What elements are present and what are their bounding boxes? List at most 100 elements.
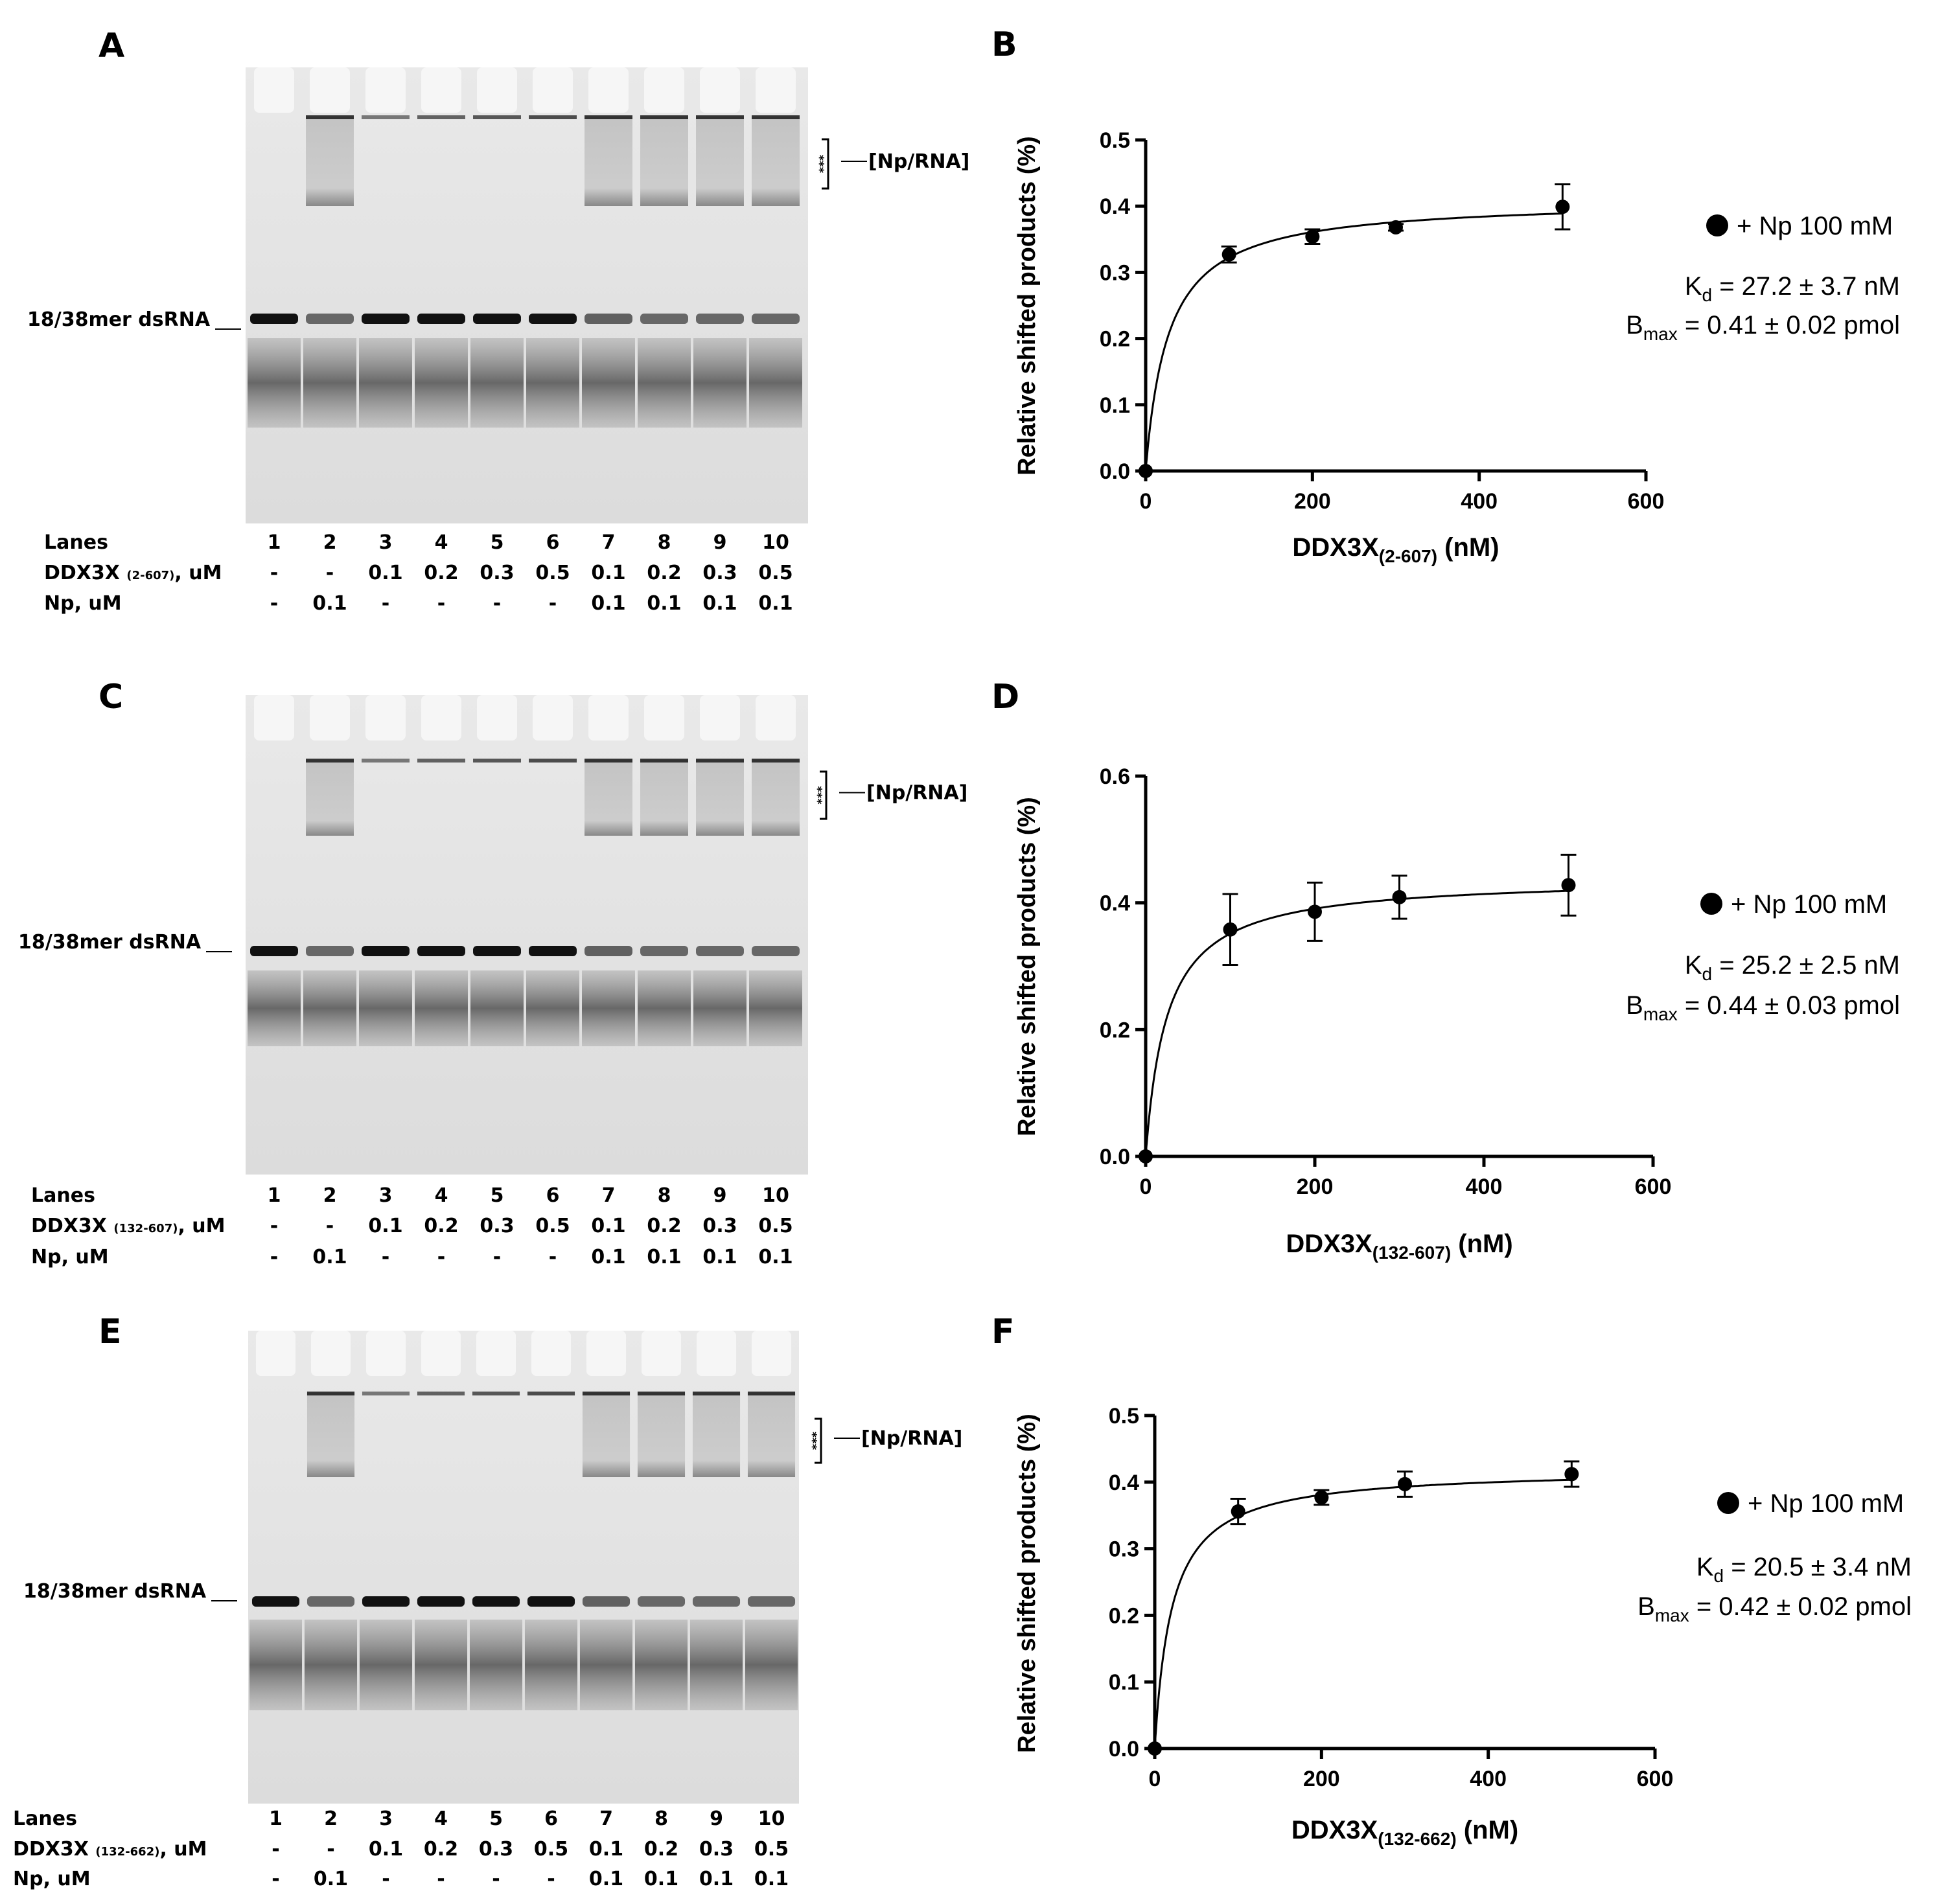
lower-smear (745, 1620, 798, 1710)
panel-label: B (991, 25, 1017, 64)
lower-smear (638, 338, 691, 428)
x-tick-label: 200 (1303, 1767, 1340, 1791)
lanes-row-label: Lanes (13, 1807, 77, 1830)
ddx-value: - (270, 562, 278, 584)
ddx-value: 0.1 (591, 1215, 625, 1237)
ddx-value: 0.1 (368, 1215, 402, 1237)
lower-smear (359, 970, 412, 1046)
free-rna-band (585, 314, 632, 324)
stars-label: *** (811, 786, 824, 805)
lane-number: 5 (491, 531, 504, 554)
legend-label: + Np 100 mM (1731, 890, 1887, 919)
gel-well (476, 1331, 516, 1376)
gel-well (588, 695, 629, 740)
ddx-value: 0.1 (589, 1838, 623, 1861)
lane-number: 9 (710, 1807, 723, 1830)
gel-well (533, 695, 573, 740)
well-band (752, 115, 800, 119)
data-point (1392, 889, 1407, 904)
np-value: - (437, 592, 445, 615)
complex-band (640, 760, 688, 836)
free-rna-band (640, 946, 688, 956)
ddx-value: 0.3 (480, 562, 514, 584)
kd-annotation: Kd = 20.5 ± 3.4 nM (1696, 1553, 1912, 1586)
gel-well (365, 67, 406, 113)
gel-well (421, 1331, 461, 1376)
legend-marker (1717, 1492, 1739, 1514)
complex-band (306, 117, 354, 206)
np-value: 0.1 (589, 1868, 623, 1890)
lower-smear (693, 338, 747, 428)
chart-panel-D: D 0.0 0.2 0.4 0.6 0 200 400 600 Relative shifted … (991, 678, 1900, 1263)
band-label: 18/38mer dsRNA (23, 1580, 207, 1603)
y-tick-label: 0.6 (1100, 764, 1130, 789)
gel-well (696, 1331, 737, 1376)
y-tick-label: 0.5 (1100, 128, 1130, 153)
lower-smear (415, 338, 468, 428)
panel-label: C (98, 678, 123, 717)
complex-band (306, 760, 354, 836)
ddx-value: - (326, 562, 334, 584)
lower-smear (749, 338, 802, 428)
lane-number: 1 (268, 531, 281, 554)
band-label: 18/38mer dsRNA (27, 308, 211, 331)
gel-well (310, 1331, 351, 1376)
well-band (472, 1392, 520, 1395)
panel-label: F (991, 1313, 1015, 1351)
panel-label: E (98, 1313, 122, 1351)
well-band (640, 759, 688, 763)
free-rna-band (250, 314, 298, 324)
well-band (527, 1392, 575, 1395)
lanes-row-label: Lanes (44, 531, 108, 554)
x-tick-label: 0 (1140, 1175, 1152, 1199)
complex-band (752, 117, 800, 206)
np-value: - (382, 592, 389, 615)
gel-well (255, 1331, 296, 1376)
np-value: - (437, 1246, 445, 1268)
lower-smear (526, 338, 579, 428)
y-tick-label: 0.2 (1109, 1603, 1139, 1628)
ddx-value: - (326, 1215, 334, 1237)
gel-well (588, 67, 629, 113)
y-tick-label: 0.4 (1100, 194, 1130, 219)
well-band (747, 1392, 796, 1395)
lower-smear (749, 970, 802, 1046)
ddx-value: 0.3 (479, 1838, 513, 1861)
np-value: - (493, 592, 501, 615)
y-tick-label: 0.1 (1109, 1670, 1139, 1695)
fit-curve (1144, 889, 1569, 1157)
x-tick-label: 400 (1466, 1175, 1503, 1199)
free-rna-band (752, 946, 800, 956)
well-band (640, 115, 688, 119)
gel-well (365, 1331, 406, 1376)
ddx-value: 0.1 (368, 562, 402, 584)
gel-well (531, 1331, 572, 1376)
complex-band (585, 760, 632, 836)
gel-well (254, 67, 294, 113)
bmax-annotation: Bmax = 0.41 ± 0.02 pmol (1626, 311, 1900, 344)
gel-well (756, 695, 796, 740)
well-band (585, 115, 632, 119)
np-row-label: Np, uM (13, 1868, 91, 1890)
free-rna-band (250, 946, 298, 956)
lane-number: 9 (713, 531, 727, 554)
lower-smear (249, 1620, 303, 1710)
gel-well (310, 695, 350, 740)
complex-label: [Np/RNA] (861, 1427, 962, 1450)
lane-number: 6 (546, 1184, 560, 1207)
legend-label: + Np 100 mM (1737, 212, 1893, 240)
y-tick-label: 0.4 (1109, 1471, 1139, 1495)
ddx-value: 0.3 (702, 1215, 737, 1237)
data-point (1389, 220, 1403, 235)
ddx-value: 0.3 (480, 1215, 514, 1237)
lane-number: 8 (654, 1807, 668, 1830)
gel-well (477, 695, 517, 740)
free-rna-band (362, 946, 410, 956)
free-rna-band (306, 946, 354, 956)
free-rna-band (473, 946, 521, 956)
gel-well (700, 67, 740, 113)
ddx-row-label: DDX3X (132-662), uM (13, 1838, 207, 1861)
gel-well (533, 67, 573, 113)
np-row-label: Np, uM (31, 1246, 109, 1268)
data-point (1148, 1741, 1162, 1756)
